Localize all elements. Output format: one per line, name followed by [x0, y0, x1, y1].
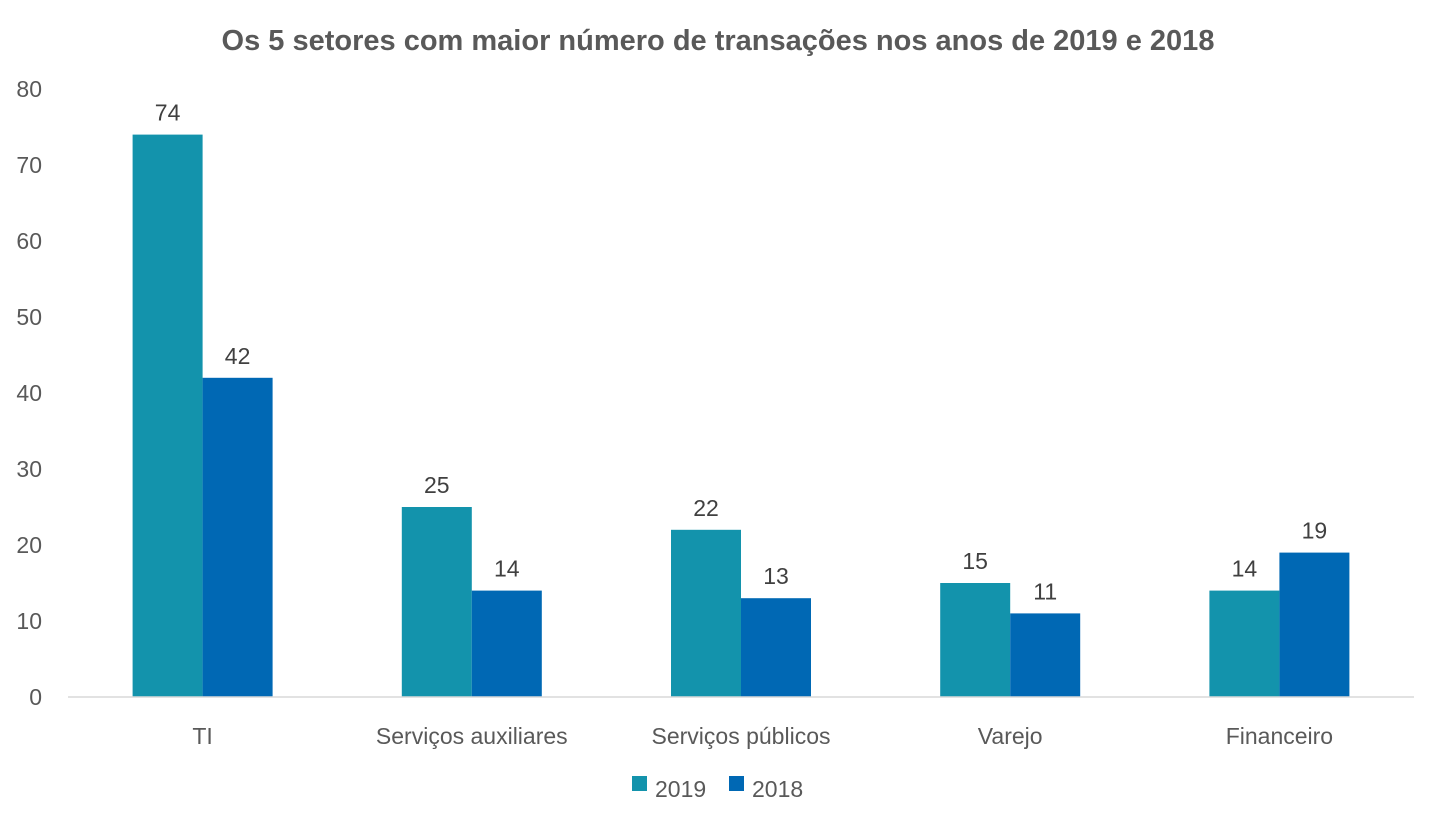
legend-label: 2018	[752, 776, 803, 802]
legend-label: 2019	[655, 776, 706, 802]
bars-group	[132, 134, 1350, 698]
y-tick-label: 30	[16, 456, 42, 482]
bar-2018-2	[741, 598, 811, 697]
y-tick-label: 20	[16, 532, 42, 558]
x-tick-label: Varejo	[978, 723, 1043, 749]
y-tick-label: 50	[16, 304, 42, 330]
x-axis: TI Serviços auxiliares Serviços públicos Va…	[192, 723, 1333, 749]
legend: 2019 2018	[632, 776, 803, 802]
y-tick-label: 70	[16, 152, 42, 178]
y-tick-label: 60	[16, 228, 42, 254]
data-label: 11	[1033, 578, 1057, 604]
data-label: 14	[1232, 556, 1258, 582]
y-axis: 0 10 20 30 40 50 60 70 80	[16, 76, 42, 710]
bar-2019-4	[1209, 590, 1280, 697]
x-tick-label: Financeiro	[1226, 723, 1333, 749]
data-label: 22	[693, 495, 719, 521]
y-tick-label: 0	[29, 684, 42, 710]
bar-2019-1	[401, 507, 472, 697]
data-label: 14	[494, 556, 520, 582]
data-label: 25	[424, 472, 450, 498]
bar-2018-1	[471, 590, 542, 697]
bar-2018-3	[1010, 613, 1081, 697]
bar-2019-2	[671, 529, 741, 697]
legend-swatch-2019	[632, 776, 647, 791]
legend-swatch-2018	[729, 776, 744, 791]
x-tick-label: TI	[192, 723, 212, 749]
bar-2019-3	[940, 583, 1011, 697]
data-label: 19	[1302, 518, 1328, 544]
data-label: 13	[763, 563, 789, 589]
x-tick-label: Serviços públicos	[652, 723, 831, 749]
bar-2018-4	[1279, 552, 1350, 697]
y-tick-label: 40	[16, 380, 42, 406]
data-label: 74	[155, 100, 181, 126]
bar-2019-0	[132, 134, 203, 698]
data-labels-group: 74 42 25 14 22 13 15 11 14 19	[155, 100, 1327, 605]
data-label: 15	[962, 548, 988, 574]
data-label: 42	[225, 343, 251, 369]
y-tick-label: 10	[16, 608, 42, 634]
chart-title: Os 5 setores com maior número de transaç…	[222, 25, 1215, 57]
x-tick-label: Serviços auxiliares	[376, 723, 568, 749]
bar-2018-0	[202, 377, 273, 697]
y-tick-label: 80	[16, 76, 42, 102]
